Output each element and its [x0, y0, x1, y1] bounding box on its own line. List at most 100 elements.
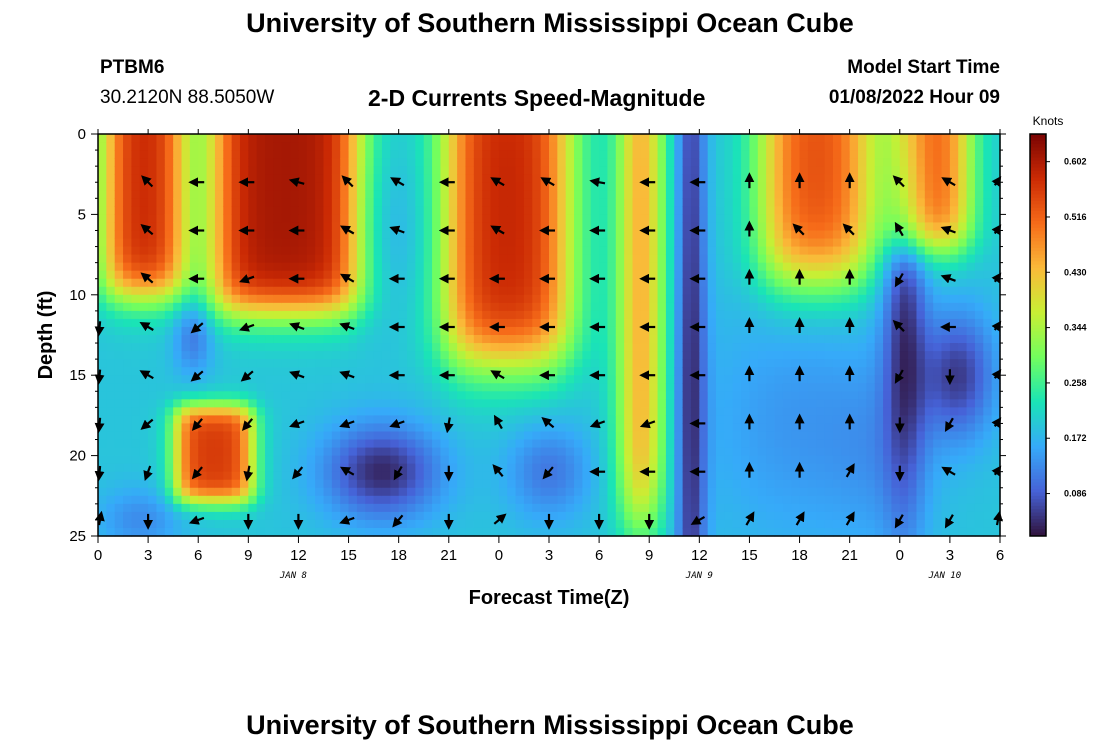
- heatmap-cell: [891, 439, 901, 449]
- heatmap-cell: [465, 134, 475, 143]
- heatmap-cell: [181, 391, 191, 400]
- heatmap-cell: [315, 351, 325, 360]
- heatmap-cell: [891, 270, 901, 280]
- heatmap-cell: [849, 286, 859, 296]
- heatmap-cell: [131, 415, 141, 425]
- heatmap-cell: [849, 519, 859, 529]
- heatmap-cell: [732, 527, 742, 537]
- heatmap-cell: [189, 431, 199, 441]
- heatmap-cell: [624, 367, 634, 376]
- heatmap-cell: [123, 415, 133, 425]
- heatmap-cell: [507, 351, 517, 360]
- heatmap-cell: [356, 455, 366, 465]
- heatmap-cell: [557, 487, 567, 497]
- heatmap-cell: [908, 495, 918, 505]
- heatmap-cell: [699, 423, 709, 433]
- heatmap-cell: [891, 431, 901, 441]
- heatmap-cell: [557, 407, 567, 416]
- heatmap-cell: [231, 286, 241, 296]
- heatmap-cell: [899, 495, 909, 505]
- heatmap-cell: [716, 142, 725, 151]
- heatmap-cell: [448, 343, 458, 352]
- heatmap-cell: [348, 190, 358, 199]
- heatmap-cell: [532, 238, 542, 248]
- heatmap-cell: [590, 495, 600, 505]
- heatmap-cell: [640, 286, 650, 296]
- heatmap-cell: [515, 150, 525, 159]
- heatmap-cell: [674, 431, 684, 441]
- heatmap-cell: [164, 230, 174, 240]
- heatmap-cell: [448, 150, 458, 159]
- heatmap-cell: [164, 399, 174, 408]
- heatmap-cell: [557, 214, 567, 224]
- heatmap-cell: [749, 142, 759, 151]
- heatmap-cell: [340, 495, 350, 505]
- heatmap-cell: [649, 511, 659, 521]
- heatmap-cell: [298, 503, 308, 513]
- heatmap-cell: [690, 254, 700, 264]
- heatmap-cell: [574, 254, 584, 264]
- heatmap-cell: [198, 503, 208, 513]
- heatmap-cell: [323, 326, 333, 336]
- heatmap-cell: [549, 262, 558, 272]
- heatmap-cell: [390, 262, 400, 272]
- heatmap-cell: [582, 174, 592, 183]
- heatmap-cell: [148, 431, 158, 441]
- heatmap-cell: [766, 343, 776, 352]
- heatmap-cell: [665, 343, 675, 352]
- heatmap-cell: [214, 455, 224, 465]
- heatmap-cell: [757, 415, 767, 425]
- heatmap-cell: [916, 246, 926, 256]
- heatmap-cell: [381, 335, 391, 344]
- heatmap-cell: [223, 222, 233, 232]
- heatmap-cell: [398, 238, 408, 248]
- heatmap-cell: [448, 326, 458, 336]
- heatmap-cell: [490, 230, 500, 240]
- heatmap-cell: [156, 423, 166, 433]
- heatmap-cell: [381, 351, 391, 360]
- heatmap-cell: [256, 150, 266, 159]
- heatmap-cell: [198, 399, 208, 408]
- heatmap-cell: [724, 495, 734, 505]
- heatmap-cell: [774, 262, 784, 272]
- heatmap-cell: [106, 407, 116, 416]
- heatmap-cell: [757, 495, 767, 505]
- heatmap-cell: [457, 431, 467, 441]
- heatmap-cell: [699, 262, 709, 272]
- heatmap-cell: [173, 198, 183, 207]
- heatmap-cell: [607, 391, 617, 400]
- heatmap-cell: [181, 286, 191, 296]
- heatmap-cell: [507, 206, 517, 215]
- heatmap-cell: [273, 310, 283, 320]
- heatmap-cell: [290, 278, 300, 288]
- heatmap-cell: [707, 326, 717, 336]
- heatmap-cell: [448, 294, 458, 304]
- heatmap-cell: [223, 479, 233, 489]
- heatmap-cell: [590, 326, 600, 336]
- heatmap-cell: [498, 294, 508, 304]
- heatmap-cell: [290, 335, 300, 344]
- heatmap-cell: [315, 254, 325, 264]
- heatmap-cell: [690, 503, 700, 513]
- heatmap-cell: [423, 254, 433, 264]
- heatmap-cell: [498, 190, 508, 199]
- heatmap-cell: [365, 318, 375, 328]
- heatmap-cell: [98, 351, 107, 360]
- heatmap-cell: [457, 302, 467, 312]
- heatmap-cell: [549, 150, 558, 159]
- heatmap-cell: [423, 142, 433, 151]
- heatmap-cell: [732, 174, 742, 183]
- heatmap-cell: [682, 447, 692, 457]
- heatmap-cell: [473, 439, 483, 449]
- heatmap-cell: [281, 519, 291, 529]
- heatmap-cell: [565, 222, 575, 232]
- heatmap-cell: [323, 174, 333, 183]
- heatmap-cell: [498, 351, 508, 360]
- heatmap-cell: [181, 439, 191, 449]
- heatmap-cell: [298, 158, 308, 167]
- heatmap-cell: [340, 166, 350, 175]
- heatmap-cell: [214, 134, 224, 143]
- heatmap-cell: [582, 270, 592, 280]
- heatmap-cell: [824, 262, 834, 272]
- heatmap-cell: [674, 359, 684, 368]
